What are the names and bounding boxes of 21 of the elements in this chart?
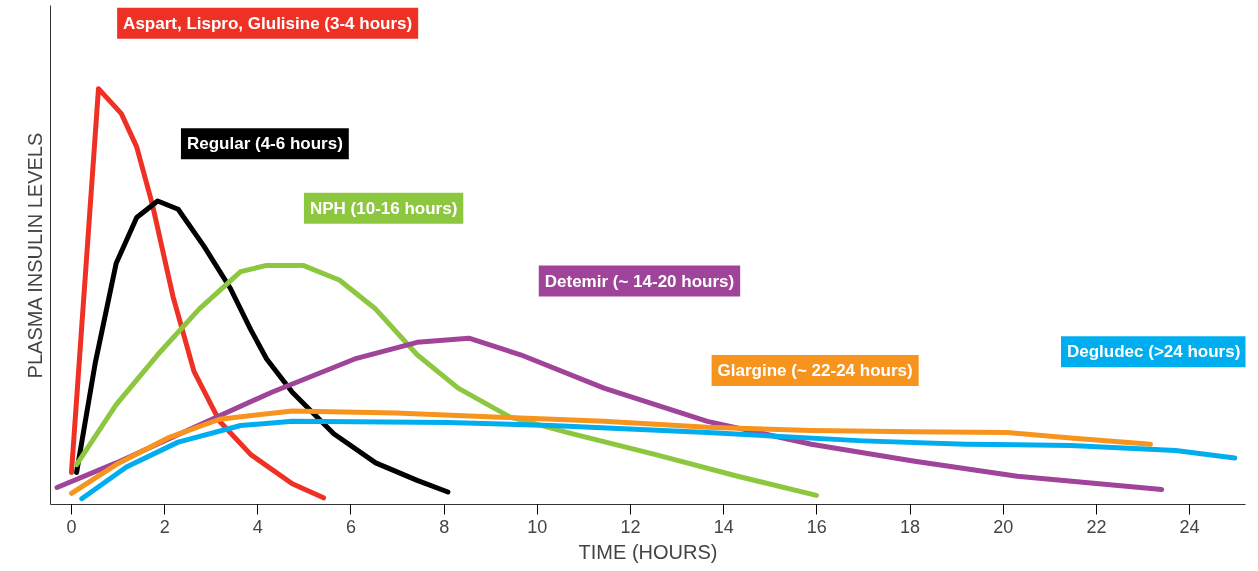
text: Degludec (>24 hours) xyxy=(1067,342,1241,362)
text: Aspart, Lispro, Glulisine (3-4 hours) xyxy=(123,13,413,33)
text: Glargine (~ 22-24 hours) xyxy=(717,360,913,380)
x-tick-label: 20 xyxy=(993,516,1014,537)
x-tick-label: 8 xyxy=(439,516,450,537)
x-tick-label: 18 xyxy=(900,516,921,537)
x-tick-label: 4 xyxy=(252,516,263,537)
x-tick-label: 6 xyxy=(345,516,357,537)
x-tick-label: 0 xyxy=(66,516,77,537)
x-tick-label: 24 xyxy=(1179,516,1200,537)
x-tick-label: 22 xyxy=(1086,516,1107,537)
x-tick-label: 16 xyxy=(806,516,827,537)
x-tick-label: 10 xyxy=(527,516,548,537)
y-axis-title: PLASMA INSULIN LEVELS xyxy=(23,132,46,379)
x-tick-label: 2 xyxy=(159,516,170,537)
text: Regular (4-6 hours) xyxy=(186,134,343,154)
x-axis-title: TIME (HOURS) xyxy=(578,540,718,563)
text: NPH (10-16 hours) xyxy=(309,198,458,218)
x-tick-label: 14 xyxy=(713,516,734,537)
x-tick-label: 12 xyxy=(620,516,641,537)
text: Detemir (~ 14-20 hours) xyxy=(544,271,735,291)
